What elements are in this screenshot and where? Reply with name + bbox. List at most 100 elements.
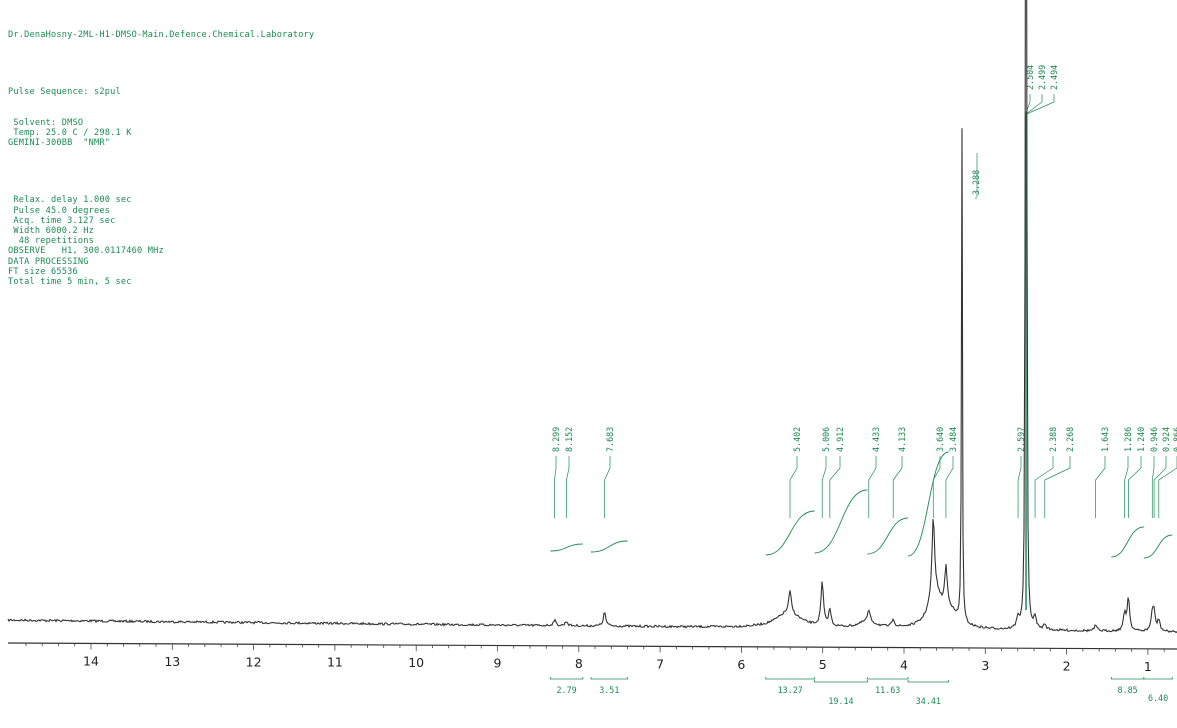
peak-leader xyxy=(554,456,557,518)
acquisition-parameters: Dr.DenaHosny-2ML-H1-DMSO-Main.Defence.Ch… xyxy=(8,10,314,297)
integral-value: 19.14 xyxy=(828,696,853,706)
peak-leader xyxy=(821,456,827,518)
peak-leader xyxy=(566,456,570,518)
peak-label: 0.866 xyxy=(1172,427,1177,452)
integral-bracket xyxy=(1110,677,1145,680)
parameter-line: Relax. delay 1.000 sec xyxy=(8,195,132,206)
peak-leader xyxy=(1128,456,1142,518)
integral-curve xyxy=(765,510,815,556)
parameter-line: Acq. time 3.127 sec xyxy=(8,215,116,226)
parameter-line: Temp. 25.0 C / 298.1 K xyxy=(8,128,132,139)
peak-leader xyxy=(892,456,903,518)
integral-value: 11.63 xyxy=(875,685,900,695)
integral-bracket xyxy=(765,677,815,680)
integral-bracket xyxy=(549,677,584,680)
x-tick-label: 10 xyxy=(408,655,424,670)
x-tick-label: 3 xyxy=(981,658,989,673)
x-tick-label: 11 xyxy=(327,655,343,670)
parameter-line: Pulse 45.0 degrees xyxy=(8,205,111,216)
peak-leader xyxy=(1026,94,1055,610)
peak-label: 2.504 xyxy=(1025,65,1035,90)
integral-value: 34.41 xyxy=(916,696,941,706)
x-tick-label: 4 xyxy=(900,658,908,673)
acquisition-block: Relax. delay 1.000 sec Pulse 45.0 degree… xyxy=(8,195,314,287)
integral-curve xyxy=(550,543,583,552)
integral-curve xyxy=(907,451,949,557)
peak-label: 4.433 xyxy=(871,427,881,452)
peak-label: 3.640 xyxy=(935,427,945,452)
peak-label: 1.240 xyxy=(1136,427,1146,452)
integral-curve xyxy=(1143,534,1173,559)
x-tick-label: 2 xyxy=(1063,658,1071,673)
peak-leader xyxy=(1025,94,1043,610)
peak-leader xyxy=(1034,456,1054,518)
peak-leader xyxy=(1124,456,1129,518)
integral-value: 3.51 xyxy=(599,685,619,695)
spectrum-trace xyxy=(7,0,1177,634)
parameter-line: Pulse Sequence: s2pul xyxy=(8,87,121,98)
parameter-line: FT size 65536 xyxy=(8,266,78,277)
integral-curve xyxy=(1111,526,1144,558)
peak-leader xyxy=(868,456,877,518)
integral-curve xyxy=(590,540,628,553)
parameter-line: Width 6000.2 Hz xyxy=(8,226,94,237)
integral-regions: 2.79 3.51 13.27 19.14 11.63 34.41 8.85 6.40 xyxy=(549,677,1173,706)
x-tick-label: 9 xyxy=(494,656,502,671)
peak-label: 2.499 xyxy=(1037,65,1047,90)
parameter-line: Solvent: DMSO xyxy=(8,118,84,129)
peak-label: 0.946 xyxy=(1149,427,1159,452)
peak-leader xyxy=(932,456,941,518)
x-tick-label: 13 xyxy=(164,654,180,669)
x-axis-ticks: 14 13 12 11 10 9 8 7 6 5 4 3 2 1 xyxy=(25,643,1165,674)
integral-value: 2.79 xyxy=(557,685,577,695)
peak-leader xyxy=(1044,456,1071,518)
peak-label: 2.494 xyxy=(1049,65,1059,90)
integral-bracket xyxy=(814,680,868,683)
peak-label: 3.288 xyxy=(971,170,981,195)
peak-leader xyxy=(1158,456,1177,518)
x-tick-label: 5 xyxy=(819,657,827,672)
peak-label: 3.484 xyxy=(948,427,958,452)
peak-label: 2.597 xyxy=(1016,427,1026,452)
peak-label: 7.683 xyxy=(605,427,615,452)
spectrum-title: Dr.DenaHosny-2ML-H1-DMSO-Main.Defence.Ch… xyxy=(8,30,315,41)
x-tick-label: 7 xyxy=(656,656,664,671)
peak-label: 1.643 xyxy=(1100,427,1110,452)
peak-label: 0.924 xyxy=(1161,427,1171,452)
integral-curves xyxy=(550,451,1173,559)
peak-leader xyxy=(1153,456,1167,518)
peak-label: 5.006 xyxy=(821,427,831,452)
x-axis xyxy=(7,642,1177,650)
parameter-line: Total time 5 min, 5 sec xyxy=(8,277,132,288)
peak-label: 1.286 xyxy=(1123,427,1133,452)
peak-leader xyxy=(1151,456,1155,518)
peak-label: 8.152 xyxy=(564,427,574,452)
peak-label: 2.388 xyxy=(1048,427,1058,452)
peak-leader xyxy=(1095,456,1106,518)
integral-bracket xyxy=(867,677,909,680)
integral-bracket xyxy=(907,680,950,683)
peak-label: 2.268 xyxy=(1065,427,1075,452)
integral-value: 6.40 xyxy=(1148,693,1168,703)
peak-leader xyxy=(1017,456,1022,518)
peak-leader xyxy=(604,456,611,518)
integral-curve xyxy=(814,489,868,554)
peak-leader xyxy=(945,456,954,518)
integral-curve xyxy=(867,517,909,555)
integral-value: 8.85 xyxy=(1117,685,1137,695)
x-tick-label: 6 xyxy=(737,657,745,672)
x-tick-label: 12 xyxy=(246,654,262,669)
integral-bracket xyxy=(1143,677,1173,680)
peak-leader xyxy=(1025,94,1031,610)
peak-label: 4.133 xyxy=(897,427,907,452)
pulse-sequence-block: Pulse Sequence: s2pul xyxy=(8,87,314,97)
solvent-block: Solvent: DMSO Temp. 25.0 C / 298.1 K GEMI… xyxy=(8,118,314,149)
parameter-line: DATA PROCESSING xyxy=(8,256,89,267)
peak-label: 4.912 xyxy=(835,427,845,452)
x-tick-label: 1 xyxy=(1144,659,1152,674)
parameter-line: 48 repetitions xyxy=(8,236,94,247)
peak-label: 5.402 xyxy=(792,427,802,452)
peak-leader xyxy=(789,456,798,518)
x-tick-label: 14 xyxy=(83,653,99,668)
